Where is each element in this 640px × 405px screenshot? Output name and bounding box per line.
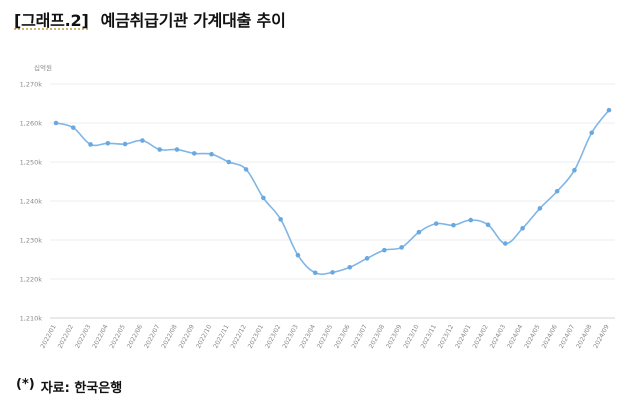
data-point [157, 147, 162, 152]
data-point [589, 130, 595, 136]
source-text: 자료: 한국은행 [40, 381, 123, 396]
x-tick-label: 2023/10 [402, 324, 420, 350]
line-chart: 십억원 1,210k 1,220k 1,230k 1,240k 1,250k 1,260k 1… [0, 50, 640, 360]
x-tick-label: 2022/07 [143, 324, 161, 350]
x-tick-label: 2022/09 [178, 324, 196, 350]
y-tick-label: 1,270k [20, 81, 43, 89]
x-tick-label: 2023/11 [420, 324, 438, 350]
x-tick-label: 2022/05 [109, 324, 127, 350]
data-point [312, 270, 318, 276]
x-tick-label: 2024/04 [506, 324, 524, 350]
data-point [554, 188, 560, 194]
x-tick-label: 2022/11 [212, 324, 230, 350]
data-point [243, 167, 249, 172]
data-point [347, 265, 353, 270]
x-tick-label: 2022/02 [57, 324, 75, 350]
x-tick-label: 2024/01 [454, 324, 472, 350]
data-point [451, 222, 456, 228]
data-point [606, 107, 612, 113]
data-point [226, 159, 232, 165]
data-point [364, 256, 370, 261]
data-point [209, 151, 214, 157]
data-point [105, 140, 111, 146]
data-point [503, 241, 508, 246]
chart-title: 예금취급기관 가계대출 추이 [100, 11, 286, 30]
x-tick-label: 2023/05 [316, 324, 334, 350]
data-point [520, 226, 525, 231]
x-tick-label: 2023/12 [437, 324, 455, 350]
x-tick-label: 2023/04 [299, 324, 317, 350]
data-point [88, 142, 93, 147]
data-point [399, 245, 404, 250]
source-marker: (*) [16, 377, 35, 392]
x-tick-label: 2023/09 [385, 324, 403, 350]
x-tick-label: 2024/08 [575, 324, 593, 350]
x-tick-label: 2024/06 [541, 324, 559, 350]
x-tick-label: 2022/04 [91, 324, 109, 350]
series-line [55, 109, 610, 276]
data-point [330, 270, 335, 275]
x-tick-label: 2023/06 [333, 324, 351, 350]
y-tick-label: 1,230k [20, 237, 43, 245]
source-note: (*) 자료: 한국은행 [16, 377, 122, 396]
line-chart-svg: 십억원 1,210k 1,220k 1,230k 1,240k 1,250k 1,260k 1… [20, 63, 615, 350]
y-tick-label: 1,210k [20, 315, 43, 323]
y-tick-label: 1,260k [20, 120, 43, 128]
x-tick-label: 2023/01 [247, 324, 265, 350]
x-tick-label: 2022/03 [74, 324, 92, 350]
graph-number-label: [그래프.2] [14, 11, 89, 30]
data-point [468, 217, 474, 223]
y-tick-label: 1,240k [20, 198, 43, 206]
x-tick-label: 2023/03 [281, 324, 299, 350]
x-tick-label: 2022/06 [126, 324, 144, 350]
x-tick-label: 2024/07 [558, 324, 576, 350]
x-tick-label: 2022/01 [40, 324, 58, 350]
x-tick-label: 2023/02 [264, 324, 282, 350]
data-point [537, 206, 543, 211]
data-point [278, 217, 283, 222]
data-point [53, 120, 59, 126]
data-point [416, 229, 422, 235]
x-tick-label: 2023/07 [351, 324, 369, 350]
x-tick-label: 2024/05 [523, 324, 541, 350]
data-point [70, 125, 76, 130]
y-axis-unit-label: 십억원 [34, 63, 52, 72]
x-tick-label: 2024/09 [593, 324, 611, 350]
y-tick-label: 1,220k [20, 276, 43, 284]
x-tick-label: 2023/08 [368, 324, 386, 350]
data-point [485, 222, 491, 228]
data-point [122, 141, 128, 147]
x-tick-label: 2022/10 [195, 324, 213, 350]
data-point [433, 221, 439, 226]
x-tick-label: 2024/02 [472, 324, 490, 350]
data-point [261, 195, 266, 201]
data-point [295, 252, 301, 258]
data-point [191, 151, 197, 156]
y-tick-label: 1,250k [20, 159, 43, 167]
x-tick-label: 2022/08 [160, 324, 178, 350]
data-point [572, 167, 577, 173]
chart-header: [그래프.2] 예금취급기관 가계대출 추이 [14, 6, 286, 32]
data-point [382, 247, 387, 253]
x-tick-label: 2022/12 [230, 324, 248, 350]
data-point [174, 147, 180, 152]
x-tick-label: 2024/03 [489, 324, 507, 350]
data-point [140, 138, 145, 143]
